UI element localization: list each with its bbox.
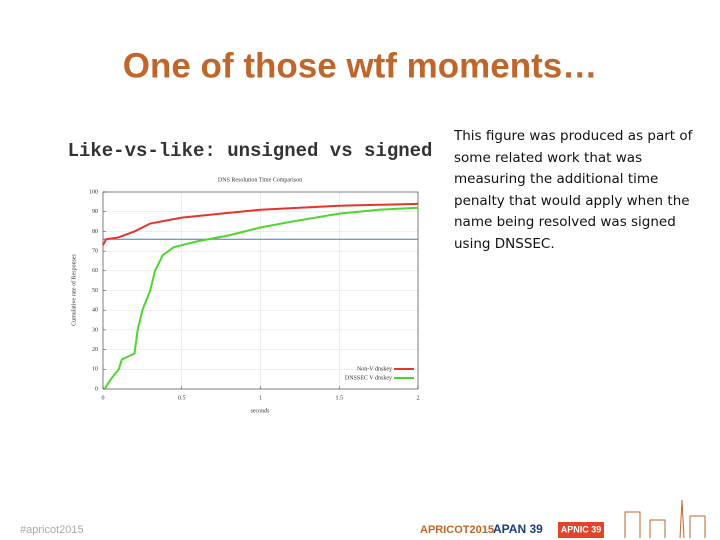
footer-logo: APAN 39 (493, 522, 543, 536)
y-tick-label: 100 (89, 189, 98, 195)
logo-badge (558, 522, 604, 538)
slide-subtitle: Like-vs-like: unsigned vs signed (68, 140, 433, 162)
y-tick-label: 10 (92, 367, 98, 373)
footer-hashtag: #apricot2015 (20, 524, 84, 536)
y-axis-label: Cumulative rate of Responses (70, 253, 77, 325)
legend-label: DNSSEC V dnskey (345, 375, 392, 381)
y-tick-label: 70 (92, 248, 98, 254)
x-axis-label: seconds (251, 408, 271, 414)
y-tick-label: 80 (92, 229, 98, 235)
series-line (102, 202, 419, 246)
x-tick-label: 1 (259, 395, 262, 401)
y-tick-label: 30 (92, 327, 98, 333)
y-tick-label: 90 (92, 209, 98, 215)
chart-title: DNS Resolution Time Comparison (218, 177, 302, 183)
x-tick-label: 0.5 (178, 395, 186, 401)
x-tick-label: 0 (102, 395, 105, 401)
plot-frame (102, 191, 419, 390)
footer-logo: APRICOT2015 (420, 524, 494, 536)
series-line (103, 206, 419, 390)
legend-label: Non-V dnskey (357, 366, 392, 372)
body-text: This figure was produced as part of some… (454, 128, 693, 252)
y-tick-label: 60 (92, 268, 98, 274)
x-tick-label: 2 (417, 395, 420, 401)
y-tick-label: 40 (92, 308, 98, 314)
y-tick-label: 50 (92, 288, 98, 294)
y-tick-label: 20 (92, 347, 98, 353)
slide-title: One of those wtf moments… (123, 46, 597, 85)
footer-logo: APNIC 39 (561, 524, 602, 534)
y-tick-label: 0 (95, 386, 98, 392)
skyline-icon (624, 499, 706, 539)
x-tick-label: 1.5 (336, 395, 344, 401)
